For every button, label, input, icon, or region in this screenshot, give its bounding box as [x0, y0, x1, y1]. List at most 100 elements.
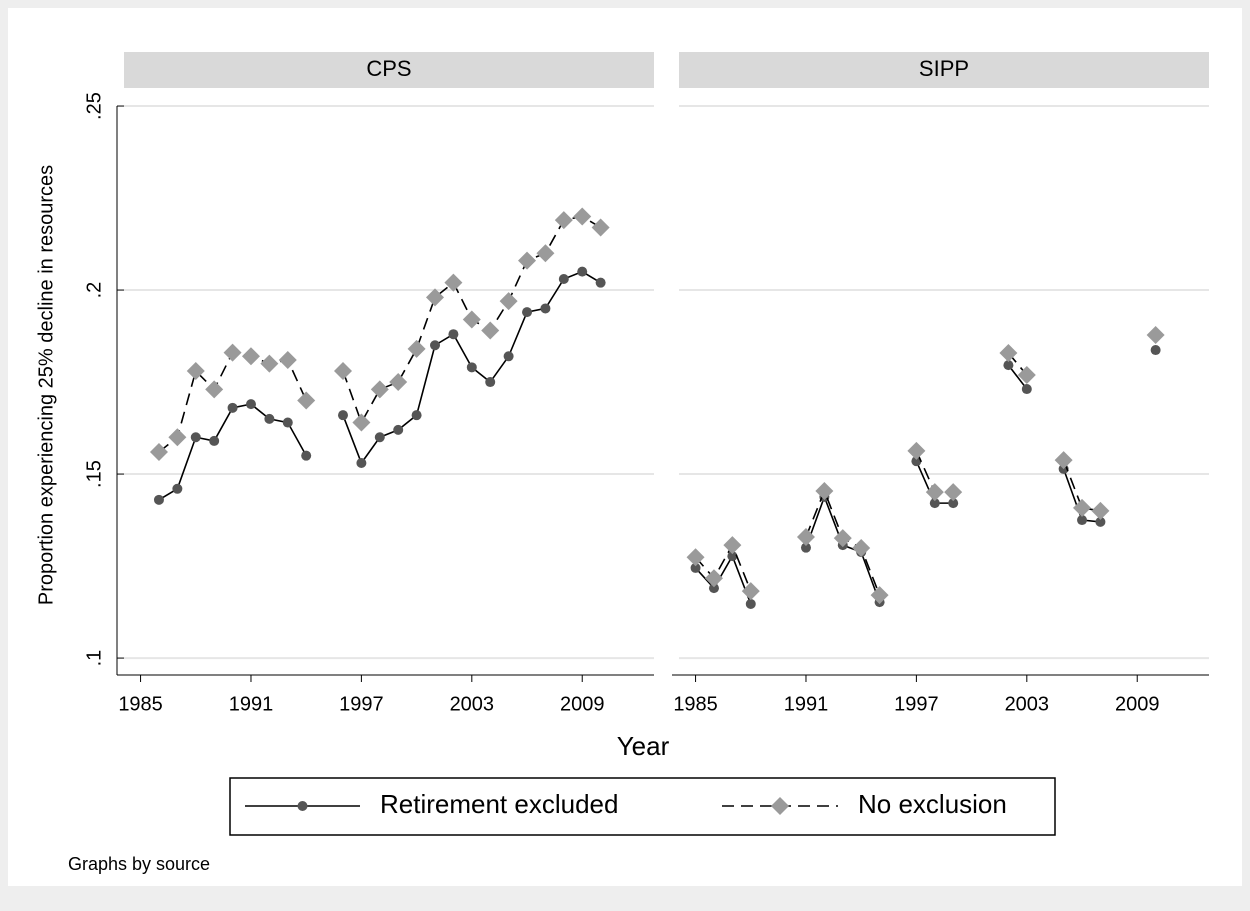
marker	[833, 529, 852, 548]
legend-label: Retirement excluded	[380, 789, 618, 819]
marker	[337, 410, 348, 421]
x-tick-label: 1985	[118, 693, 163, 715]
legend-label: No exclusion	[858, 789, 1007, 819]
marker	[389, 373, 408, 392]
marker	[911, 456, 922, 467]
marker	[352, 413, 371, 432]
marker	[727, 551, 738, 562]
marker	[1021, 384, 1032, 395]
marker	[356, 458, 367, 469]
x-tick-label: 1991	[784, 693, 829, 715]
marker	[741, 582, 760, 601]
x-tick-label: 1997	[339, 693, 384, 715]
marker	[466, 362, 477, 373]
marker	[278, 350, 297, 369]
x-tick-label: 1997	[894, 693, 939, 715]
marker	[301, 450, 312, 461]
plot-region	[679, 88, 1209, 675]
marker	[481, 321, 500, 340]
marker	[444, 273, 463, 292]
marker	[209, 435, 220, 446]
legend	[229, 777, 1056, 836]
marker	[503, 351, 514, 362]
marker	[929, 498, 940, 509]
y-tick-label: .2	[83, 282, 105, 299]
marker	[485, 377, 496, 388]
marker	[223, 343, 242, 362]
marker	[1073, 498, 1092, 517]
marker	[745, 598, 756, 609]
marker	[708, 583, 719, 594]
marker	[1003, 360, 1014, 371]
marker	[944, 483, 963, 502]
marker	[430, 340, 441, 351]
marker	[536, 244, 555, 263]
x-tick-label: 1985	[673, 693, 718, 715]
marker	[522, 307, 533, 318]
panel-header	[124, 52, 654, 88]
marker	[1146, 325, 1165, 344]
x-tick-label: 1991	[229, 693, 274, 715]
marker	[558, 274, 569, 285]
marker	[153, 494, 164, 505]
marker	[227, 402, 238, 413]
plot-region	[124, 88, 654, 675]
panel-header	[679, 52, 1209, 88]
y-tick-label: .1	[83, 650, 105, 667]
marker	[499, 292, 518, 311]
marker	[264, 413, 275, 424]
x-tick-label: 2003	[450, 693, 495, 715]
marker	[573, 207, 592, 226]
x-tick-label: 2003	[1005, 693, 1050, 715]
marker	[591, 218, 610, 237]
marker	[595, 277, 606, 288]
marker	[205, 380, 224, 399]
marker	[426, 288, 445, 307]
marker	[852, 539, 871, 558]
marker	[1077, 515, 1088, 526]
marker	[168, 428, 187, 447]
marker	[518, 251, 537, 270]
x-axis-title: Year	[617, 731, 670, 761]
marker	[800, 542, 811, 553]
marker	[333, 362, 352, 381]
marker	[1150, 345, 1161, 356]
marker	[411, 410, 422, 421]
marker	[907, 441, 926, 460]
marker	[370, 380, 389, 399]
marker	[704, 569, 723, 588]
marker	[948, 498, 959, 509]
marker	[554, 211, 573, 230]
marker	[241, 347, 260, 366]
marker	[393, 424, 404, 435]
marker	[540, 303, 551, 314]
marker	[297, 391, 316, 410]
x-tick-label: 2009	[560, 693, 605, 715]
x-tick-label: 2009	[1115, 693, 1160, 715]
marker	[1017, 366, 1036, 385]
marker	[796, 527, 815, 546]
legend-marker	[771, 797, 789, 815]
y-axis-title: Proportion experiencing 25% decline in r…	[35, 165, 57, 605]
marker	[245, 399, 256, 410]
marker	[448, 329, 459, 340]
marker	[462, 310, 481, 329]
marker	[723, 536, 742, 555]
panel-title: CPS	[366, 56, 411, 81]
marker	[149, 442, 168, 461]
y-tick-label: .25	[83, 92, 105, 120]
marker	[374, 432, 385, 443]
marker	[577, 266, 588, 277]
marker	[999, 343, 1018, 362]
marker	[186, 362, 205, 381]
marker	[690, 562, 701, 573]
marker	[686, 548, 705, 567]
panel-title: SIPP	[919, 56, 969, 81]
note: Graphs by source	[68, 854, 210, 874]
marker	[282, 417, 293, 428]
marker	[870, 586, 889, 605]
legend-marker	[297, 801, 308, 811]
marker	[925, 483, 944, 502]
marker	[172, 483, 183, 494]
